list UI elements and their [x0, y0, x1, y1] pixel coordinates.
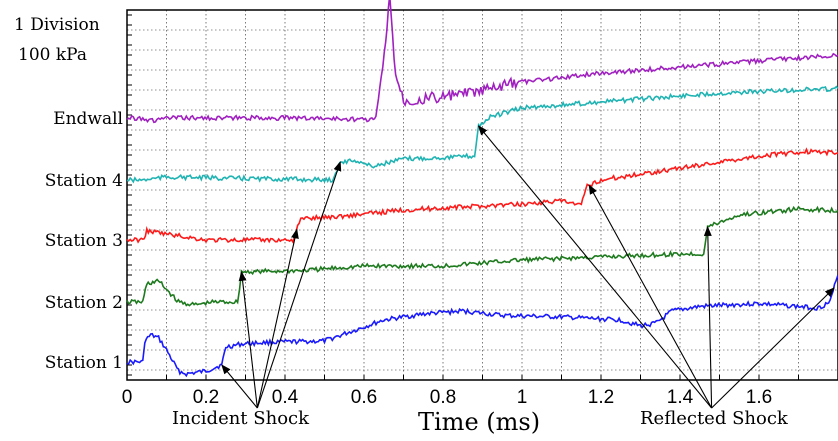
scale-label-line1: 1 Division [14, 15, 100, 35]
label-station-1: Station 1 [45, 353, 123, 373]
series-station-4-line [126, 85, 838, 184]
x-tick-label: 1.6 [746, 387, 772, 408]
station-labels: Station 1 Station 2 Station 3 Station 4 Endw… [45, 109, 123, 373]
series-station-1-line [126, 274, 838, 378]
x-tick-label: 0.8 [430, 387, 456, 408]
x-tick-label: 1.4 [667, 387, 694, 408]
annotation-arrow [588, 184, 713, 409]
annotation-arrow [711, 287, 835, 409]
x-tick-labels: 0 0.2 0.4 0.6 0.8 1 1.2 1.4 1.6 [122, 387, 773, 408]
annotation-arrow [238, 271, 258, 409]
x-tick-label: 0.4 [272, 387, 299, 408]
label-station-4: Station 4 [45, 171, 123, 191]
annotation-arrow [221, 364, 258, 409]
series-group [126, 0, 838, 378]
x-tick-label: 0 [122, 387, 133, 408]
series-endwall-line [126, 0, 838, 124]
y-minor-ticks [127, 14, 799, 380]
grid [127, 10, 838, 380]
annotation-arrow [256, 161, 342, 409]
reflected-shock-label: Reflected Shock [640, 408, 789, 429]
series-station-3-line [126, 147, 838, 244]
x-tick-label: 0.6 [351, 387, 377, 408]
x-tick-label: 1 [517, 387, 528, 408]
x-tick-label: 1.2 [588, 387, 614, 408]
scale-label-line2: 100 kPa [18, 45, 87, 65]
annotation-arrow [256, 228, 299, 409]
annotation-arrow [477, 125, 713, 409]
label-endwall: Endwall [53, 109, 123, 129]
label-station-3: Station 3 [45, 231, 123, 251]
scale-label: 1 Division 100 kPa [14, 15, 100, 65]
x-axis-label: Time (ms) [418, 408, 540, 436]
label-station-2: Station 2 [45, 293, 123, 313]
annotation-arrows [221, 125, 835, 409]
annotation-arrow [703, 226, 713, 409]
incident-shock-label: Incident Shock [172, 408, 310, 429]
x-tick-label: 0.2 [193, 387, 219, 408]
